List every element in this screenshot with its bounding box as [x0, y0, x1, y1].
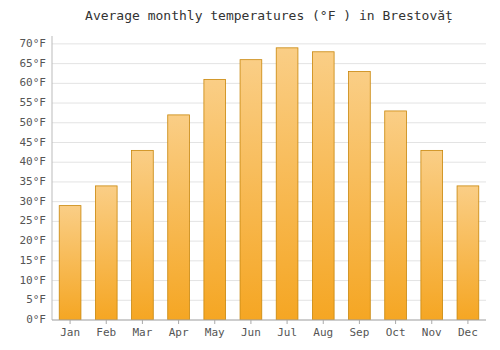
x-tick	[287, 320, 288, 324]
y-tick-label: 5°F	[26, 293, 46, 306]
x-tick	[395, 320, 396, 324]
x-tick-label: Aug	[313, 326, 333, 339]
x-tick-label: Mar	[132, 326, 152, 339]
x-tick-label: Jan	[60, 326, 80, 339]
chart-container: 0°F 5°F 10°F 15°F 20°F 25°F 30°F 35°F 40°F 45°F 50…	[0, 0, 500, 350]
y-tick-label: 70°F	[20, 37, 47, 50]
y-tick-label: 20°F	[20, 234, 47, 247]
x-tick	[431, 320, 432, 324]
y-tick-label: 65°F	[20, 57, 47, 70]
x-tick-label: Sep	[349, 326, 369, 339]
x-tick	[467, 320, 468, 324]
y-tick-label: 15°F	[20, 254, 47, 267]
x-tick	[214, 320, 215, 324]
title: Average monthly temperatures (°F ) in Br…	[85, 8, 453, 24]
grid-line	[52, 43, 486, 44]
x-tick	[323, 320, 324, 324]
x-tick-label: Dec	[458, 326, 478, 339]
grid-line	[52, 63, 486, 64]
bar	[95, 186, 117, 320]
x-tick-label: Apr	[169, 326, 189, 339]
x-tick	[178, 320, 179, 324]
y-tick-label: 10°F	[20, 274, 47, 287]
bar	[240, 60, 262, 320]
bar	[457, 186, 479, 320]
y-tick-label: 35°F	[20, 175, 47, 188]
bar	[132, 150, 154, 320]
grid	[52, 44, 486, 320]
grid-line	[52, 320, 486, 321]
x-tick-label: Jun	[241, 326, 261, 339]
bar	[312, 52, 334, 320]
x-tick-label: May	[205, 326, 225, 339]
bar	[276, 48, 298, 320]
chart-svg: 0°F 5°F 10°F 15°F 20°F 25°F 30°F 35°F 40°F 45°F 50…	[0, 0, 500, 350]
x-tick-label: Oct	[386, 326, 406, 339]
grid-line	[52, 83, 486, 84]
y-axis-line	[52, 36, 53, 320]
y-tick-label: 0°F	[26, 313, 46, 326]
x-tick	[359, 320, 360, 324]
y-tick-label: 60°F	[20, 76, 47, 89]
x-tick	[106, 320, 107, 324]
y-tick-label: 50°F	[20, 116, 47, 129]
bars	[59, 48, 479, 320]
x-tick	[250, 320, 251, 324]
x-axis: Jan Feb Mar Apr May Jun Jul Aug Sep Oct Nov Dec	[52, 320, 486, 339]
x-axis-line	[52, 320, 486, 321]
y-tick-label: 25°F	[20, 214, 47, 227]
x-tick-label: Feb	[96, 326, 116, 339]
bar	[385, 111, 407, 320]
grid-line	[52, 142, 486, 143]
y-tick-label: 30°F	[20, 195, 47, 208]
y-tick-label: 40°F	[20, 155, 47, 168]
y-tick-label: 45°F	[20, 136, 47, 149]
y-axis: 0°F 5°F 10°F 15°F 20°F 25°F 30°F 35°F 40°F 45°F 50…	[20, 36, 53, 326]
bar	[349, 72, 371, 321]
grid-line	[52, 122, 486, 123]
bar	[421, 150, 443, 320]
y-tick-label: 55°F	[20, 96, 47, 109]
page: {"chart_data": {"type": "bar", "title": …	[0, 0, 500, 350]
bar	[59, 206, 81, 320]
x-tick	[70, 320, 71, 324]
grid-line	[52, 103, 486, 104]
x-tick	[142, 320, 143, 324]
x-tick-label: Jul	[277, 326, 297, 339]
x-tick-label: Nov	[422, 326, 442, 339]
bar	[204, 79, 226, 320]
bar	[168, 115, 190, 320]
